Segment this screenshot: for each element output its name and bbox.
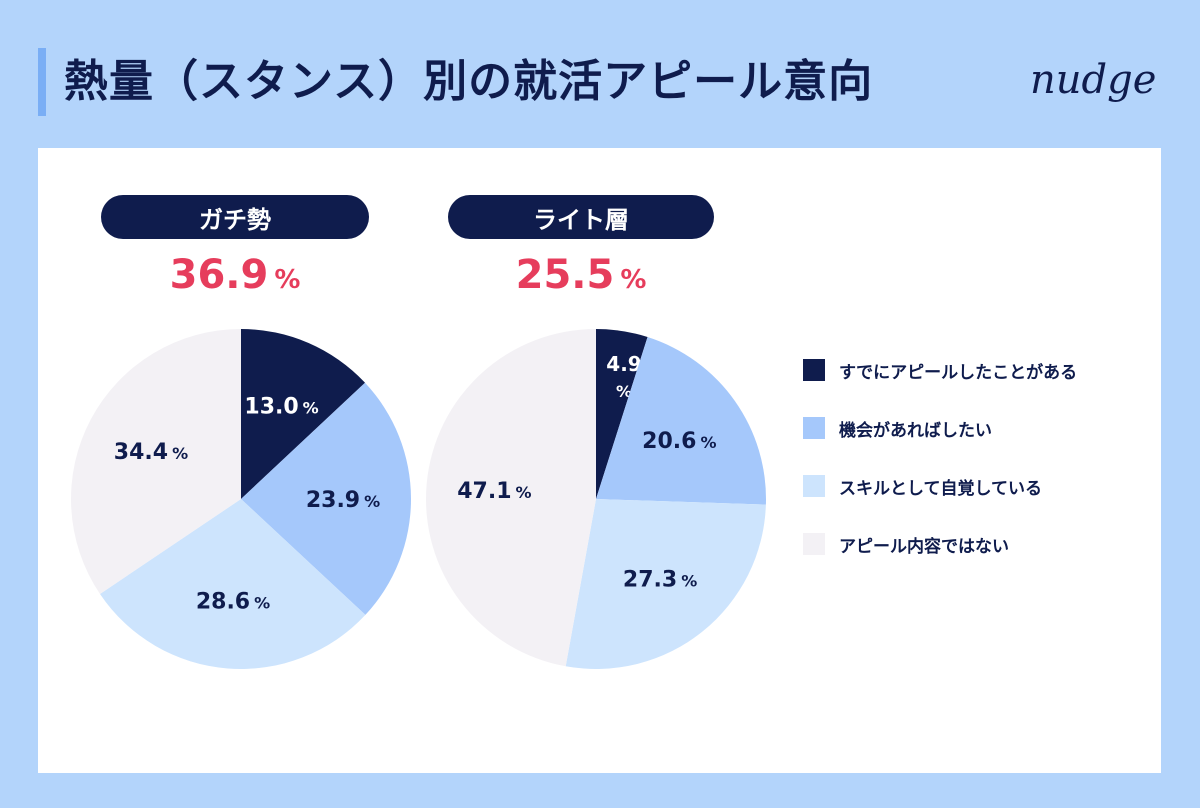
legend-item: 機会があればしたい [803,415,1163,441]
slice-number: 23.9 [306,488,360,513]
slice-value: 47.1% [457,479,531,504]
legend-item: アピール内容ではない [803,531,1163,557]
slice-value: 28.6% [196,590,270,615]
nudge-logo: nudge [1030,57,1157,103]
slice-unit: % [254,594,270,613]
title-accent-bar [38,48,46,116]
slice-unit: % [681,571,697,590]
legend-label: すでにアピールしたことがある [839,362,1078,383]
highlight-pct-light: 25.5 % [448,252,714,302]
slice-unit: % [700,433,716,452]
slice-label: 20.6% [642,429,716,454]
slice-value: 20.6% [642,429,716,454]
pie-slice [241,382,411,615]
slice-unit: % [616,382,632,401]
slice-unit: % [364,492,380,511]
legend-swatch [803,533,825,555]
slice-number: 13.0 [244,394,298,419]
slice-label: 34.4% [114,440,188,465]
slice-value: 23.9% [306,488,380,513]
slice-number: 34.4 [114,440,168,465]
slice-label: 28.6% [196,590,270,615]
legend-label: スキルとして自覚している [839,478,1042,499]
slice-label: 4.9% [606,352,641,401]
pie-slice [596,329,648,499]
slice-label: 47.1% [457,479,531,504]
slice-unit: % [303,398,319,417]
pie-chart-light: 4.9%20.6 %27.3 %47.1% [425,329,766,669]
slice-number: 27.3 [623,567,677,592]
highlight-unit: % [620,265,647,295]
slice-value: 34.4% [114,440,188,465]
slice-number: 20.6 [642,429,696,454]
group-label-hardcore: ガチ勢 [101,195,369,239]
slice-number: 28.6 [196,590,250,615]
pie-slice [241,329,366,499]
legend-label: 機会があればしたい [839,420,992,441]
legend-item: スキルとして自覚している [803,473,1163,499]
legend-label: アピール内容ではない [839,536,1009,557]
pie-chart-hardcore: 13.0 %23.9 %28.6 %34.4% [71,329,411,669]
highlight-value: 25.5 [515,252,615,298]
legend-item: すでにアピールしたことがある [803,357,1163,383]
page-title: 熱量（スタンス）別の就活アピール意向 [64,56,874,107]
group-label-light: ライト層 [448,195,714,239]
pie-slice [71,329,242,594]
slice-label: 13.0% [244,394,318,419]
legend-swatch [803,475,825,497]
pie-slice [100,499,366,669]
pie-slice [596,337,766,505]
highlight-unit: % [274,265,301,295]
slice-label: 27.3% [623,567,697,592]
highlight-value: 36.9 [169,252,269,298]
slice-value: 27.3% [623,567,697,592]
pie-slice [425,329,596,667]
legend-swatch [803,417,825,439]
slice-label: 23.9% [306,488,380,513]
slice-number: 47.1 [457,479,511,504]
legend: すでにアピールしたことがある 機会があればしたい スキルとして自覚している アピ… [803,357,1163,589]
slice-unit: % [172,444,188,463]
pie-slice [565,499,766,669]
highlight-pct-hardcore: 36.9 % [101,252,369,302]
slice-value: 4.9 [606,352,641,376]
slice-unit: % [516,483,532,502]
legend-swatch [803,359,825,381]
slice-value: 13.0% [244,394,318,419]
